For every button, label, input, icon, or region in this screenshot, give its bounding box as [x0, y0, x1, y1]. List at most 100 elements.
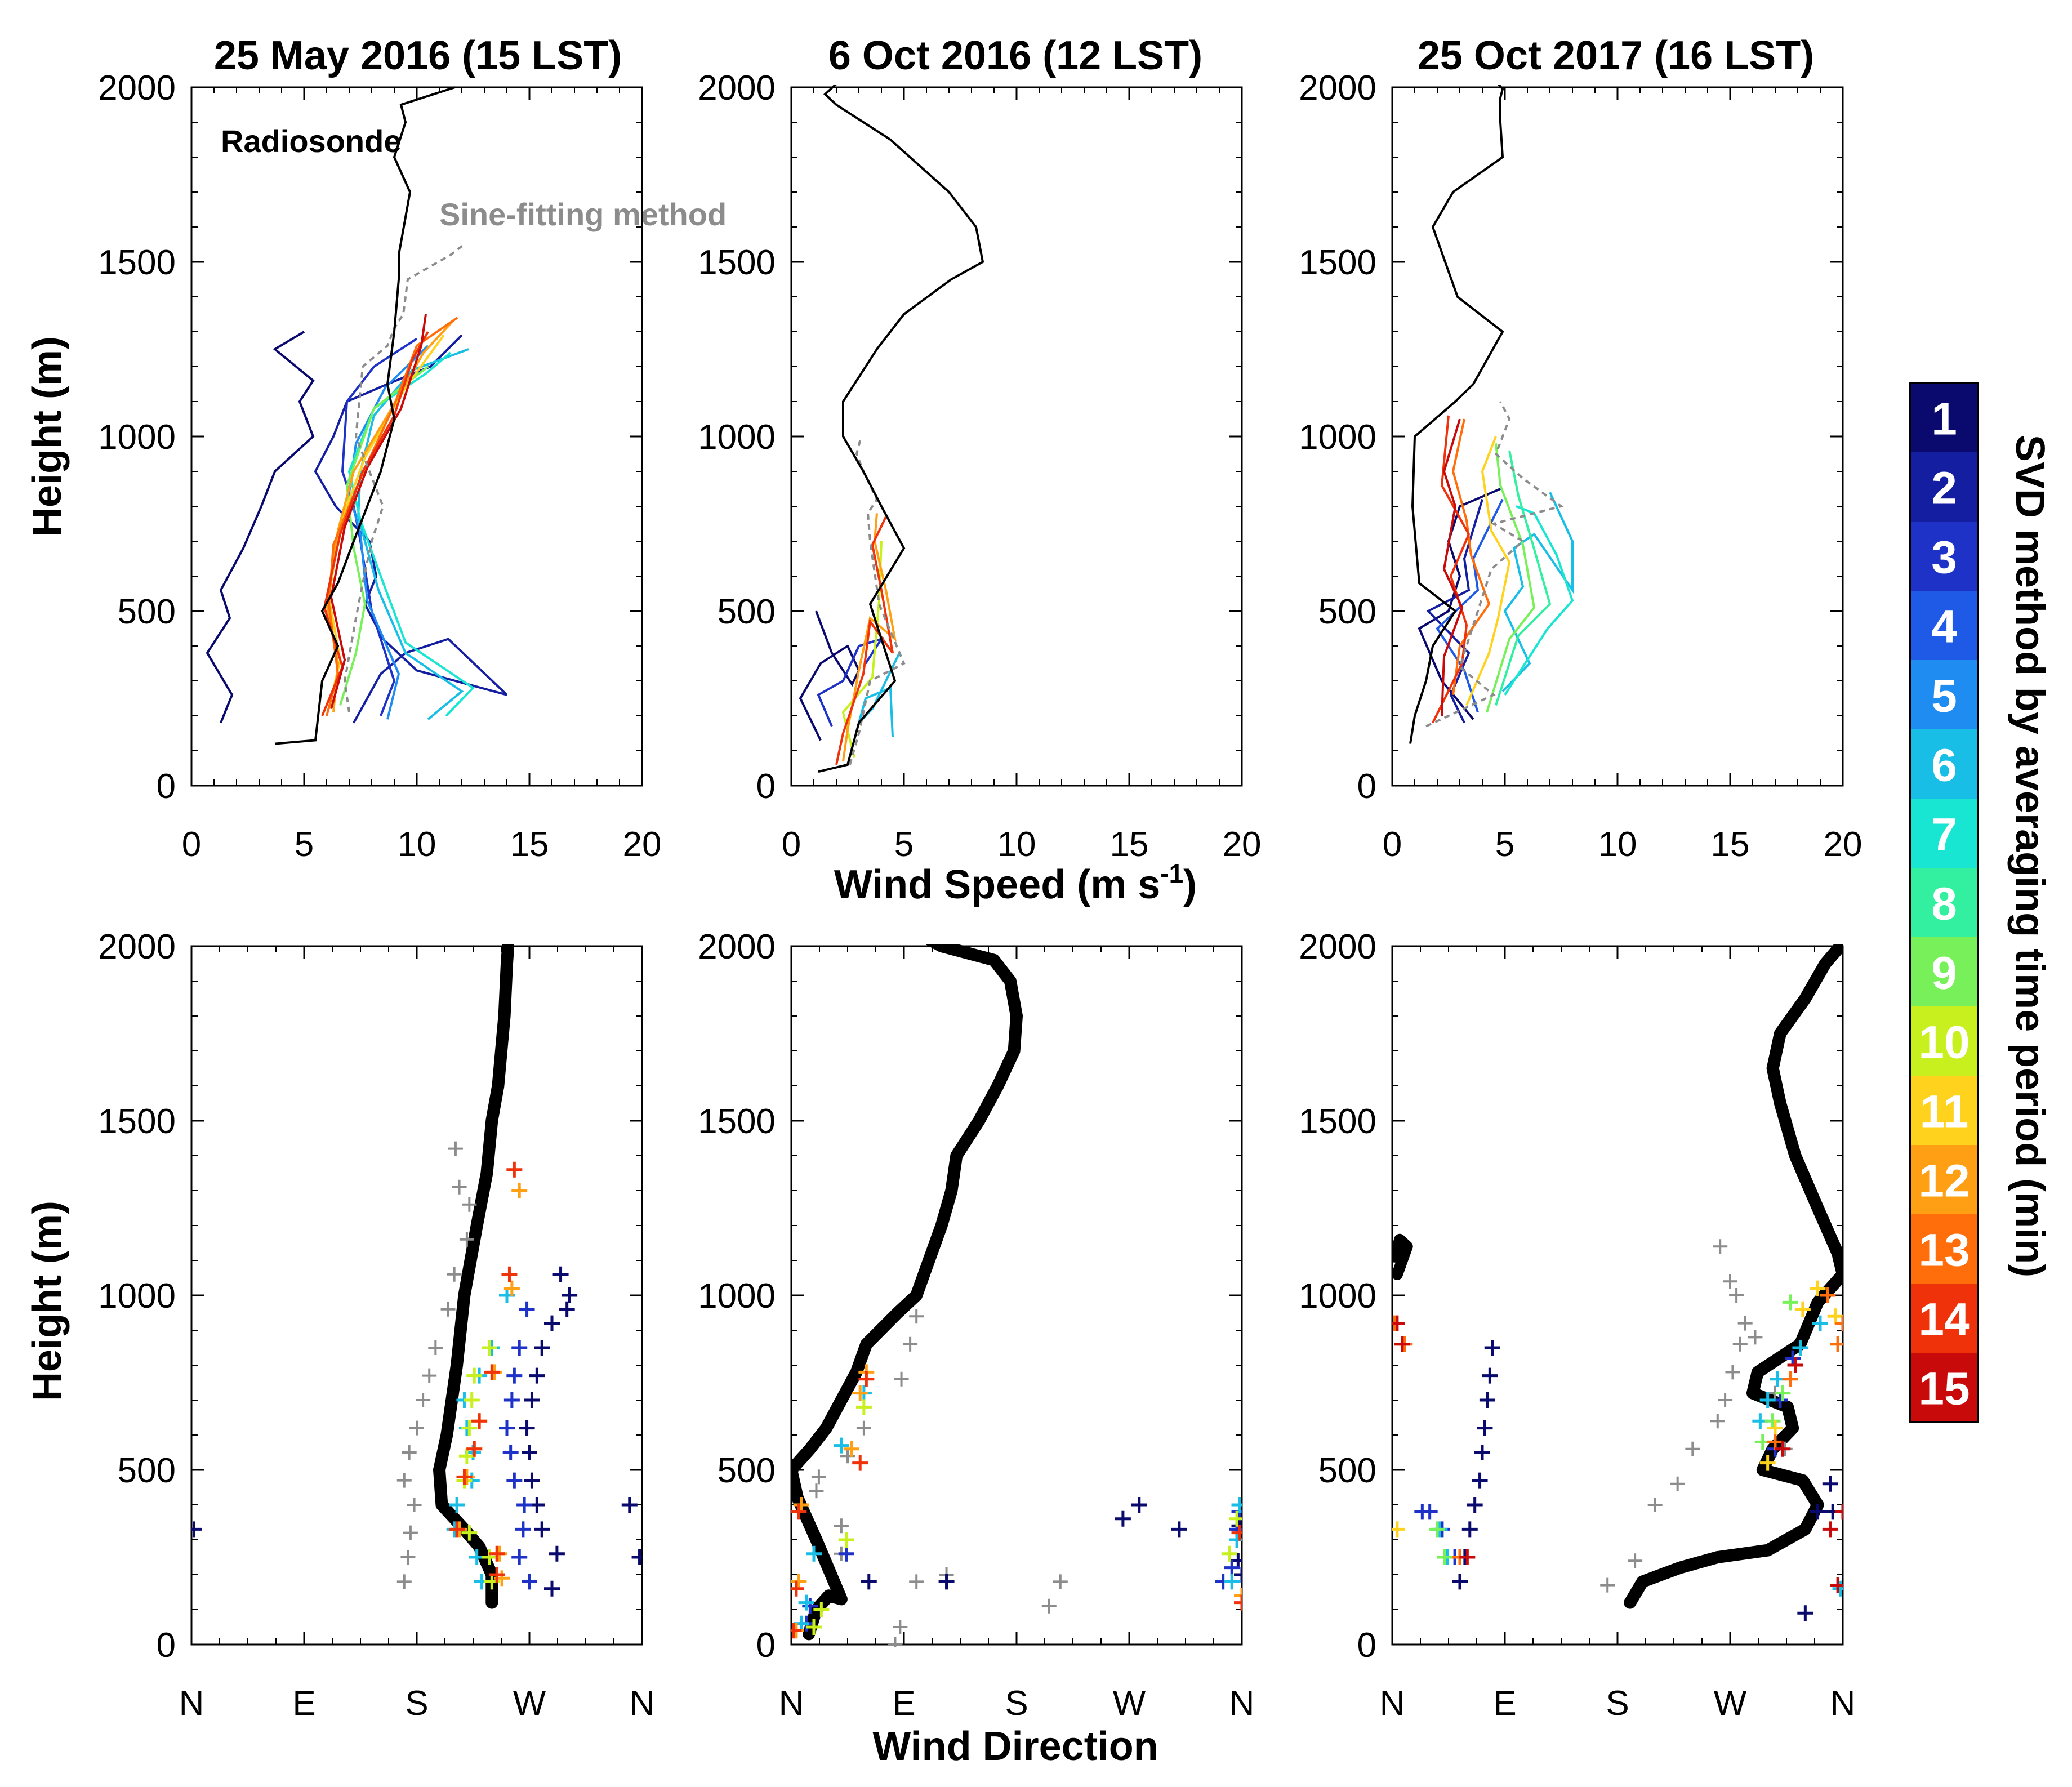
x-tick-label: 5: [1495, 825, 1514, 864]
svd-profile-15min: [1441, 418, 1464, 716]
svd-marker-3min: [516, 1497, 533, 1513]
svd-marker-1min: [529, 1367, 545, 1384]
svd-marker-1min: [938, 1574, 955, 1590]
y-tick-label: 1500: [698, 1102, 776, 1141]
svd-marker-14min: [501, 1266, 518, 1282]
x-tick-label: 0: [1383, 825, 1402, 864]
svd-marker-1min: [534, 1340, 550, 1356]
svd-marker-14min: [449, 1521, 465, 1538]
svd-marker-1min: [631, 1549, 642, 1565]
svd-marker-1min: [1479, 1392, 1495, 1408]
svd-profile-9min: [1486, 443, 1536, 713]
legend-radiosonde: Radiosonde: [221, 123, 401, 159]
y-tick-label: 500: [718, 592, 776, 631]
sine-fitting-marker: [1713, 1239, 1728, 1254]
svd-marker-10min: [481, 1340, 497, 1356]
svd-marker-11min: [1759, 1455, 1776, 1471]
x-tick-label: 20: [1824, 825, 1862, 864]
svd-marker-1min: [1467, 1497, 1483, 1513]
colorbar-label-11: 11: [1920, 1086, 1969, 1138]
x-tick-label: 5: [295, 825, 314, 864]
colorbar-swatch-1: [1910, 383, 1978, 453]
panel-title-3: 25 Oct 2017 (16 LST): [1418, 33, 1814, 78]
svd-marker-6min: [1231, 1497, 1242, 1513]
y-tick-label: 500: [718, 1451, 776, 1490]
y-tick-label: 1500: [98, 1102, 176, 1141]
svd-marker-12min: [791, 1574, 807, 1590]
colorbar-swatch-9: [1910, 937, 1978, 1007]
sine-fitting-line: [1425, 401, 1564, 728]
sine-fitting-marker: [1041, 1598, 1057, 1614]
colorbar-label-3: 3: [1931, 532, 1957, 583]
svd-marker-6min: [1229, 1532, 1242, 1548]
y-tick-label: 500: [118, 1451, 176, 1490]
x-tick-label: 5: [894, 825, 914, 864]
colorbar-label-2: 2: [1931, 463, 1957, 514]
svd-marker-9min: [1775, 1385, 1791, 1401]
colorbar-label-12: 12: [1918, 1156, 1969, 1207]
x-tick-label: E: [292, 1684, 315, 1723]
svd-marker-10min: [1229, 1510, 1242, 1527]
svd-marker-14min: [791, 1623, 802, 1639]
sine-fitting-marker: [1710, 1414, 1725, 1429]
svd-profile-2min: [1426, 499, 1483, 724]
svd-profile-7min: [1504, 505, 1574, 696]
panel-4: 0 500 1000 1500 2000 N E S W N: [98, 928, 654, 1723]
svd-marker-3min: [511, 1340, 528, 1356]
svd-profile-14min: [1432, 415, 1471, 724]
svd-marker-11min: [1392, 1521, 1405, 1538]
svd-profile-7min: [347, 351, 475, 717]
speed-x-axis-label-end: ): [1183, 862, 1197, 907]
colorbar-swatch-8: [1910, 868, 1978, 938]
y-tick-label: 2000: [1299, 69, 1376, 108]
svd-marker-14min: [852, 1455, 868, 1471]
svd-marker-1min: [621, 1497, 638, 1513]
legend-sine-fitting: Sine-fitting method: [439, 197, 727, 232]
colorbar-swatch-6: [1910, 729, 1978, 799]
sine-fitting-marker: [1718, 1393, 1733, 1407]
plot-area: [799, 85, 984, 773]
svd-marker-3min: [519, 1301, 535, 1317]
sine-fitting-marker: [856, 1420, 871, 1436]
svd-marker-15min: [1394, 1336, 1410, 1352]
svd-marker-1min: [544, 1315, 560, 1331]
colorbar-swatch-14: [1910, 1284, 1978, 1353]
svd-profile-13min: [326, 317, 458, 716]
svd-marker-6min: [798, 1594, 814, 1611]
colorbar-swatch-3: [1910, 522, 1978, 591]
svd-marker-1min: [191, 1521, 202, 1538]
sine-fitting-marker: [1600, 1577, 1615, 1593]
sine-fitting-marker: [1670, 1476, 1685, 1491]
panel-title-1: 25 May 2016 (15 LST): [214, 33, 622, 78]
y-tick-label: 1000: [98, 1277, 176, 1316]
svd-marker-10min: [464, 1392, 480, 1408]
x-tick-label: N: [630, 1684, 655, 1723]
speed-x-axis-label-sup: -1: [1160, 859, 1183, 888]
sine-fitting-marker: [1737, 1316, 1753, 1331]
svd-profile-12min: [842, 513, 897, 761]
svd-marker-10min: [461, 1420, 478, 1436]
y-tick-label: 0: [1357, 767, 1376, 806]
sine-fitting-marker: [409, 1420, 424, 1436]
radiosonde-marker-line: [791, 944, 1023, 1641]
svd-marker-1min: [549, 1545, 565, 1562]
colorbar-label-13: 13: [1918, 1225, 1969, 1276]
svd-profile-1min: [206, 331, 315, 724]
x-tick-label: N: [1229, 1684, 1255, 1723]
svd-profile-11min: [1465, 436, 1511, 706]
svd-profile-5min: [347, 345, 429, 720]
x-tick-label: E: [1493, 1684, 1516, 1723]
sine-fitting-marker: [894, 1371, 909, 1387]
svd-marker-6min: [1832, 1580, 1843, 1597]
svd-marker-10min: [855, 1399, 872, 1415]
colorbar-swatch-2: [1910, 452, 1978, 522]
x-tick-label: 20: [623, 825, 662, 864]
svd-marker-3min: [1224, 1559, 1240, 1576]
y-tick-label: 500: [118, 592, 176, 631]
svd-marker-13min: [1830, 1336, 1843, 1352]
svd-marker-6min: [1224, 1574, 1240, 1590]
svd-marker-13min: [1835, 1315, 1843, 1331]
svd-marker-1min: [519, 1420, 535, 1436]
